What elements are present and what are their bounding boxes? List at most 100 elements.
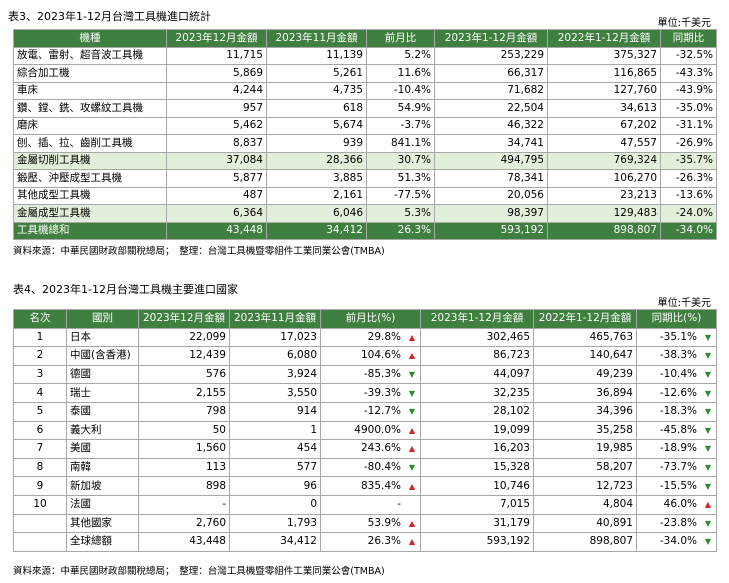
nov-2023-cell: 34,412 <box>266 221 367 240</box>
nov-2023-cell: 0 <box>229 494 321 515</box>
table4-header-cell: 名次 <box>13 309 67 329</box>
nov-2023-cell: 618 <box>266 99 367 118</box>
yoy-change-cell: -12.6% ▼ <box>636 383 717 403</box>
table4-header-cell: 2022年1-12月金額 <box>533 309 637 329</box>
down-arrow-icon: ▼ <box>704 518 712 528</box>
table3: 機種 2023年12月金額 2023年11月金額 前月比 2023年1-12月金… <box>13 29 717 240</box>
machine-type-cell: 金屬切削工具機 <box>13 151 167 170</box>
yoy-change-cell-value: -15.5% <box>659 479 697 492</box>
country-cell: 全球總額 <box>66 532 139 552</box>
mom-change-cell: 54.9% <box>366 99 435 118</box>
dec-2023-cell: 576 <box>138 364 230 385</box>
rank-cell: 7 <box>13 439 67 459</box>
table3-row: 鑽、鏜、銑、攻螺紋工具機 957 618 54.9% 22,504 34,613 -35.0… <box>13 99 717 118</box>
ytd-2023-cell: 78,341 <box>434 169 548 188</box>
table4-header-cell: 2023年1-12月金額 <box>420 309 534 329</box>
dec-2023-cell: 8,837 <box>166 134 267 153</box>
machine-type-cell: 綜合加工機 <box>13 64 167 83</box>
down-arrow-icon: ▼ <box>704 425 712 435</box>
yoy-change-cell-value: -18.9% <box>659 442 697 455</box>
nov-2023-cell: 3,550 <box>229 383 321 403</box>
ytd-2022-cell: 106,270 <box>547 169 661 188</box>
ytd-2022-cell: 47,557 <box>547 134 661 153</box>
yoy-change-cell-value: -23.8% <box>659 516 697 529</box>
yoy-change-cell: -43.9% <box>660 81 717 100</box>
table4-header-row: 名次 國別 2023年12月金額 2023年11月金額 前月比(%) 2023年… <box>13 309 717 329</box>
rank-cell: 3 <box>13 364 67 385</box>
yoy-change-cell-value: -73.7% <box>659 461 697 474</box>
ytd-2023-cell: 28,102 <box>420 401 534 422</box>
nov-2023-cell: 577 <box>229 457 321 478</box>
ytd-2022-cell: 34,613 <box>547 99 661 118</box>
mom-change-cell: -80.4% ▼ <box>320 457 421 478</box>
mom-change-cell: 30.7% <box>366 151 435 170</box>
down-arrow-icon: ▼ <box>704 332 712 342</box>
table4-row: 10 法國 -0-7,015 4,804 46.0% ▲ <box>13 494 717 515</box>
table3-row: 刨、插、拉、齒削工具機 8,837 939 841.1% 34,741 47,557 -26… <box>13 134 717 153</box>
dec-2023-cell: 798 <box>138 401 230 422</box>
dec-2023-cell: 6,364 <box>166 204 267 223</box>
nov-2023-cell: 11,139 <box>266 46 367 65</box>
nov-2023-cell: 34,412 <box>229 532 321 552</box>
table3-header-cell: 2023年12月金額 <box>166 29 267 48</box>
nov-2023-cell: 1,793 <box>229 513 321 534</box>
ytd-2022-cell: 898,807 <box>547 221 661 240</box>
yoy-change-cell: -35.0% <box>660 99 717 118</box>
dec-2023-cell: 50 <box>138 420 230 441</box>
table4-row: 全球總額 43,448 34,412 26.3% ▲ 593,192 898,807 -34.… <box>13 532 717 552</box>
mom-change-cell-value: 835.4% <box>360 479 401 492</box>
ytd-2022-cell: 58,207 <box>533 457 637 478</box>
nov-2023-cell: 4,735 <box>266 81 367 100</box>
rank-cell: 9 <box>13 476 67 496</box>
table3-row: 工具機總和 43,448 34,412 26.3% 593,192 898,807 -34.… <box>13 221 717 240</box>
machine-type-cell: 放電、雷射、超音波工具機 <box>13 46 167 65</box>
table4-row: 6 義大利 50 1 4900.0% ▲ 19,099 35,258 -45.8% ▼ <box>13 420 717 441</box>
dec-2023-cell: 898 <box>138 476 230 496</box>
dec-2023-cell: 5,869 <box>166 64 267 83</box>
table3-row: 鍛壓、沖壓成型工具機 5,877 3,885 51.3% 78,341 106,270 -2… <box>13 169 717 188</box>
table4-header-cell: 2023年12月金額 <box>138 309 230 329</box>
table4-row: 其他國家 2,760 1,793 53.9% ▲ 31,179 40,891 -23.8% ▼ <box>13 513 717 534</box>
table3-header-cell: 2023年11月金額 <box>266 29 367 48</box>
ytd-2023-cell: 7,015 <box>420 494 534 515</box>
ytd-2022-cell: 127,760 <box>547 81 661 100</box>
ytd-2022-cell: 49,239 <box>533 364 637 385</box>
table4: 名次 國別 2023年12月金額 2023年11月金額 前月比(%) 2023年… <box>13 309 717 552</box>
mom-change-cell: 5.2% <box>366 46 435 65</box>
ytd-2023-cell: 31,179 <box>420 513 534 534</box>
ytd-2023-cell: 10,746 <box>420 476 534 496</box>
ytd-2023-cell: 494,795 <box>434 151 548 170</box>
mom-change-cell: 26.3% <box>366 221 435 240</box>
dec-2023-cell: 11,715 <box>166 46 267 65</box>
yoy-change-cell: -35.1% ▼ <box>636 327 717 348</box>
yoy-change-cell: -26.9% <box>660 134 717 153</box>
dec-2023-cell: 487 <box>166 186 267 205</box>
table4-header-cell: 同期比(%) <box>636 309 717 329</box>
nov-2023-cell: 3,885 <box>266 169 367 188</box>
ytd-2022-cell: 19,985 <box>533 439 637 459</box>
mom-change-cell-value: 4900.0% <box>354 423 401 436</box>
yoy-change-cell: -45.8% ▼ <box>636 420 717 441</box>
down-arrow-icon: ▼ <box>408 388 416 398</box>
dec-2023-cell: 113 <box>138 457 230 478</box>
ytd-2023-cell: 34,741 <box>434 134 548 153</box>
country-cell: 義大利 <box>66 420 139 441</box>
dec-2023-cell: 37,084 <box>166 151 267 170</box>
ytd-2022-cell: 129,483 <box>547 204 661 223</box>
machine-type-cell: 工具機總和 <box>13 221 167 240</box>
rank-cell: 2 <box>13 346 67 366</box>
yoy-change-cell: -15.5% ▼ <box>636 476 717 496</box>
mom-change-cell: -10.4% <box>366 81 435 100</box>
machine-type-cell: 鍛壓、沖壓成型工具機 <box>13 169 167 188</box>
machine-type-cell: 鑽、鏜、銑、攻螺紋工具機 <box>13 99 167 118</box>
ytd-2023-cell: 71,682 <box>434 81 548 100</box>
rank-cell: 8 <box>13 457 67 478</box>
mom-change-cell: 4900.0% ▲ <box>320 420 421 441</box>
yoy-change-cell-value: -45.8% <box>659 423 697 436</box>
down-arrow-icon: ▼ <box>408 463 416 473</box>
dec-2023-cell: 1,560 <box>138 439 230 459</box>
machine-type-cell: 車床 <box>13 81 167 100</box>
mom-change-cell: -3.7% <box>366 116 435 135</box>
mom-change-cell-value: 243.6% <box>360 442 401 455</box>
mom-change-cell-value: - <box>397 498 401 511</box>
